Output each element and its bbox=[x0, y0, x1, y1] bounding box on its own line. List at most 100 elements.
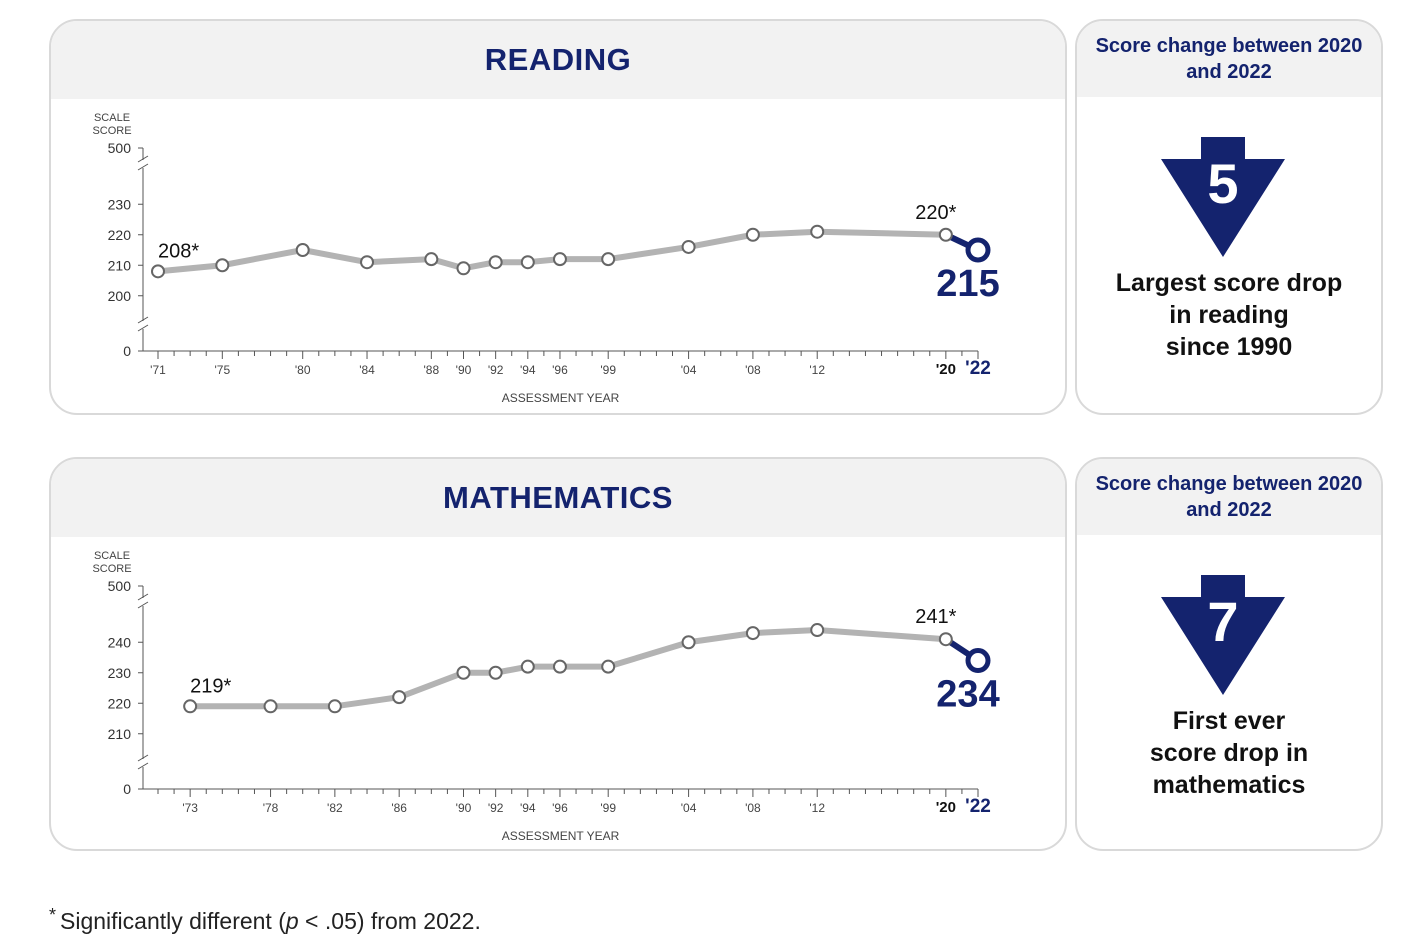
x-tick-label: '90 bbox=[456, 363, 472, 377]
math-note-line: score drop in bbox=[1149, 739, 1309, 767]
data-label: 220* bbox=[915, 202, 956, 224]
x-tick-label: '99 bbox=[600, 363, 616, 377]
data-point bbox=[183, 699, 198, 714]
data-point bbox=[488, 665, 503, 680]
data-label: 241* bbox=[915, 606, 956, 628]
data-point bbox=[456, 665, 471, 680]
footnote-text-after: < .05) from 2022. bbox=[298, 908, 481, 934]
math-drop-note: First ever score drop in mathematics bbox=[1087, 705, 1371, 801]
x-tick-label: '99 bbox=[600, 801, 616, 815]
y-tick-label: 0 bbox=[123, 343, 131, 359]
series-line bbox=[187, 627, 949, 710]
x-tick-label: '73 bbox=[182, 801, 198, 815]
x-tick-label: '96 bbox=[552, 363, 568, 377]
x-tick-label: '82 bbox=[327, 801, 343, 815]
x-tick-label: '20 bbox=[936, 799, 956, 816]
data-point bbox=[745, 626, 760, 641]
reading-change-card: Score change between 2020 and 2022 5 Lar… bbox=[1075, 19, 1383, 415]
data-point bbox=[392, 690, 407, 705]
x-tick-label: '80 bbox=[295, 363, 311, 377]
reading-title: READING bbox=[484, 42, 632, 77]
y-tick-label: 0 bbox=[123, 781, 131, 797]
data-label-2022: 234 bbox=[936, 674, 999, 716]
x-tick-label: '78 bbox=[263, 801, 279, 815]
x-tick-label: '88 bbox=[424, 363, 440, 377]
math-drop-value: 7 bbox=[1207, 590, 1239, 653]
data-point bbox=[810, 224, 825, 239]
data-point bbox=[965, 648, 991, 674]
y-tick-label: 500 bbox=[108, 578, 132, 594]
y-tick-label: 230 bbox=[108, 196, 132, 212]
x-tick-label: '04 bbox=[681, 363, 697, 377]
data-point bbox=[552, 252, 567, 267]
y-axis-title: SCALE bbox=[94, 112, 130, 124]
y-tick-label: 220 bbox=[108, 227, 132, 243]
x-tick-label: '08 bbox=[745, 801, 761, 815]
x-tick-label: '08 bbox=[745, 363, 761, 377]
reading-note-line: in reading bbox=[1169, 301, 1289, 329]
math-note-line: mathematics bbox=[1152, 771, 1306, 799]
math-title: MATHEMATICS bbox=[443, 480, 673, 515]
series-line bbox=[155, 228, 949, 275]
x-tick-label: '94 bbox=[520, 363, 536, 377]
y-tick-label: 220 bbox=[108, 695, 132, 711]
axis-break-mark bbox=[137, 762, 149, 770]
axis-break-mark bbox=[137, 163, 149, 171]
y-tick-label: 240 bbox=[108, 634, 132, 650]
data-point bbox=[681, 239, 696, 254]
data-point bbox=[965, 237, 991, 263]
x-tick-label: '22 bbox=[965, 358, 991, 379]
data-point bbox=[215, 258, 230, 273]
footnote-star: * bbox=[49, 905, 57, 925]
axis-break-mark bbox=[137, 155, 149, 163]
data-point bbox=[520, 255, 535, 270]
data-point bbox=[263, 699, 278, 714]
y-tick-label: 500 bbox=[108, 140, 132, 156]
data-label: 208* bbox=[158, 240, 199, 262]
x-tick-label: '71 bbox=[150, 363, 166, 377]
axis-break-mark bbox=[137, 601, 149, 609]
x-tick-label: '86 bbox=[391, 801, 407, 815]
math-note-line: First ever bbox=[1172, 707, 1286, 735]
y-axis-title: SCORE bbox=[92, 563, 131, 575]
y-axis-title: SCORE bbox=[92, 125, 131, 137]
x-tick-label: '22 bbox=[965, 796, 991, 817]
math-change-header: Score change between 2020 and 2022 bbox=[1077, 459, 1381, 535]
reading-change-header: Score change between 2020 and 2022 bbox=[1077, 21, 1381, 97]
footnote-p: p bbox=[285, 908, 299, 934]
data-point bbox=[151, 264, 165, 279]
footnote: * Significantly different (p < .05) from … bbox=[49, 905, 481, 935]
reading-note-line: since 1990 bbox=[1165, 333, 1293, 361]
y-tick-label: 200 bbox=[108, 288, 132, 304]
x-tick-label: '20 bbox=[936, 361, 956, 378]
reading-note-line: Largest score drop bbox=[1115, 269, 1343, 297]
data-point bbox=[810, 623, 825, 638]
data-point bbox=[424, 252, 439, 267]
y-tick-label: 210 bbox=[108, 257, 132, 273]
reading-header: READING bbox=[51, 21, 1065, 99]
x-axis-title: ASSESSMENT YEAR bbox=[502, 829, 620, 843]
data-point bbox=[681, 635, 696, 650]
axis-break-mark bbox=[137, 593, 149, 601]
data-point bbox=[938, 227, 953, 242]
axis-break-mark bbox=[137, 316, 149, 324]
y-axis-title: SCALE bbox=[94, 550, 130, 562]
x-tick-label: '12 bbox=[809, 363, 825, 377]
x-tick-label: '96 bbox=[552, 801, 568, 815]
x-tick-label: '90 bbox=[456, 801, 472, 815]
axis-break-mark bbox=[137, 324, 149, 332]
x-tick-label: '12 bbox=[809, 801, 825, 815]
reading-panel: READING 500 230 220 210 200 0 SCALE SCORE '71 '75… bbox=[49, 19, 1067, 415]
data-point bbox=[456, 261, 471, 276]
x-tick-label: '75 bbox=[214, 363, 230, 377]
x-axis-title: ASSESSMENT YEAR bbox=[502, 391, 620, 405]
data-point bbox=[520, 659, 535, 674]
footnote-text-before: Significantly different ( bbox=[60, 908, 286, 934]
data-point bbox=[488, 255, 503, 270]
reading-drop-value: 5 bbox=[1207, 152, 1239, 215]
down-arrow-icon: 5 bbox=[1161, 137, 1285, 261]
x-tick-label: '04 bbox=[681, 801, 697, 815]
data-label: 219* bbox=[190, 675, 231, 697]
